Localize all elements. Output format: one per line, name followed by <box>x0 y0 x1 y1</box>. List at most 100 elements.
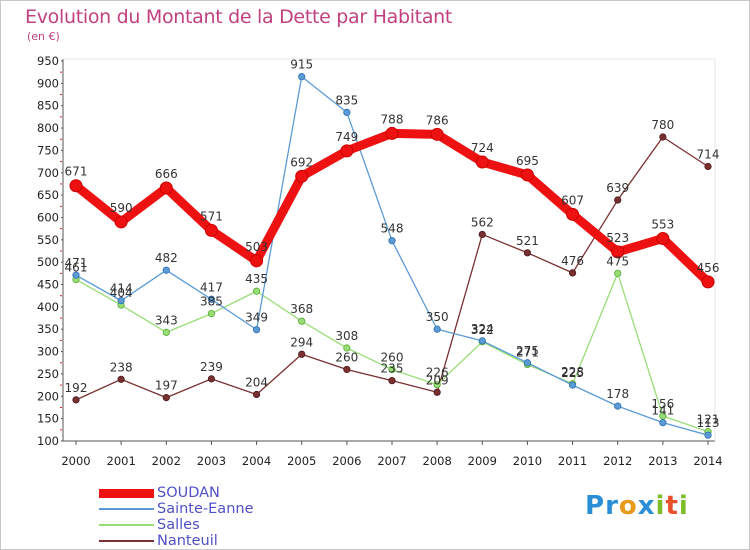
data-point-sainte-eanne <box>704 431 712 439</box>
y-tick-label: 300 <box>37 345 59 359</box>
data-label-salles: 308 <box>335 329 358 343</box>
chart-subtitle: (en €) <box>27 30 60 43</box>
data-label-salles: 461 <box>65 261 88 275</box>
data-label-nanteuil: 476 <box>561 254 584 268</box>
y-tick-label: 600 <box>37 210 59 224</box>
x-tick-label: 2009 <box>468 454 497 468</box>
data-point-soudan <box>385 126 399 140</box>
data-point-salles <box>343 344 351 352</box>
data-point-nanteuil <box>252 390 261 399</box>
data-label-salles: 368 <box>290 302 313 316</box>
data-label-salles: 260 <box>381 350 404 364</box>
data-point-salles <box>298 317 306 325</box>
legend-label-salles: Salles <box>157 517 200 533</box>
chart-title: Evolution du Montant de la Dette par Hab… <box>25 6 453 28</box>
data-point-sainte-eanne <box>252 326 261 334</box>
data-label-salles: 385 <box>200 295 223 309</box>
data-point-sainte-eanne <box>162 266 170 274</box>
data-point-nanteuil <box>117 375 125 383</box>
x-tick-label: 2000 <box>61 454 90 468</box>
data-label-sainte-eanne: 835 <box>335 93 358 107</box>
data-point-soudan <box>520 168 534 182</box>
data-point-sainte-eanne <box>659 419 667 427</box>
y-tick-label: 700 <box>37 166 59 180</box>
data-label-soudan: 788 <box>381 112 404 126</box>
data-label-soudan: 724 <box>471 141 494 155</box>
legend-swatch-nanteuil <box>99 540 154 542</box>
data-label-layer: 1922381972392042942602352095625214766397… <box>65 58 720 431</box>
data-label-soudan: 666 <box>155 167 178 181</box>
data-label-nanteuil: 521 <box>516 234 539 248</box>
data-point-salles <box>252 287 261 295</box>
data-label-soudan: 456 <box>697 261 720 275</box>
logo-letter: i <box>678 491 689 521</box>
data-label-salles: 343 <box>155 313 178 327</box>
data-point-sainte-eanne <box>614 402 622 410</box>
x-tick-label: 2012 <box>603 454 632 468</box>
data-point-salles <box>433 381 441 389</box>
y-tick-label: 200 <box>37 389 59 403</box>
x-tick-label: 2001 <box>107 454 136 468</box>
y-tick-label: 250 <box>37 367 59 381</box>
legend-label-sainte-eanne: Sainte-Eanne <box>157 501 254 517</box>
data-label-nanteuil: 714 <box>697 148 720 162</box>
chart-axes: 100 150 200 250 300 350 400 450 500 550 600 650 700 7… <box>37 54 723 468</box>
data-label-soudan: 523 <box>606 231 629 245</box>
data-point-soudan <box>430 127 444 141</box>
x-tick-label: 2014 <box>693 454 722 468</box>
logo-letter: i <box>655 491 666 521</box>
data-label-sainte-eanne: 417 <box>200 280 223 294</box>
x-tick-label: 2007 <box>377 454 406 468</box>
y-tick-label: 450 <box>37 278 59 292</box>
data-label-sainte-eanne: 414 <box>110 282 133 296</box>
legend-swatch-soudan <box>99 489 154 498</box>
data-label-nanteuil: 204 <box>245 376 268 390</box>
data-label-sainte-eanne: 471 <box>65 256 88 270</box>
data-point-soudan <box>611 245 625 259</box>
x-tick-label: 2013 <box>648 454 677 468</box>
logo-letter: r <box>605 491 619 521</box>
data-label-nanteuil: 639 <box>606 181 629 195</box>
data-point-nanteuil <box>72 396 80 404</box>
data-label-soudan: 503 <box>245 240 268 254</box>
data-label-soudan: 671 <box>65 165 88 179</box>
logo-letter: x <box>637 491 656 521</box>
data-point-salles <box>614 269 622 277</box>
data-point-nanteuil <box>388 377 396 385</box>
data-point-nanteuil <box>298 350 306 358</box>
data-label-nanteuil: 235 <box>381 362 404 376</box>
data-point-soudan <box>114 215 128 229</box>
proxiti-logo: Proxiti <box>585 491 689 521</box>
data-label-soudan: 571 <box>200 209 223 223</box>
x-tick-label: 2011 <box>558 454 587 468</box>
data-point-soudan <box>295 169 309 183</box>
data-label-sainte-eanne: 225 <box>561 366 584 380</box>
x-tick-label: 2003 <box>197 454 226 468</box>
data-point-soudan <box>701 275 715 289</box>
legend-swatch-salles <box>99 524 154 526</box>
x-tick-label: 2004 <box>242 454 271 468</box>
y-tick-label: 800 <box>37 121 59 135</box>
data-point-salles <box>162 328 170 336</box>
data-label-sainte-eanne: 113 <box>697 416 720 430</box>
data-point-sainte-eanne <box>298 73 306 81</box>
x-tick-label: 2002 <box>152 454 181 468</box>
data-label-sainte-eanne: 178 <box>606 387 629 401</box>
data-point-soudan <box>204 223 218 237</box>
data-label-soudan: 749 <box>335 130 358 144</box>
data-point-salles <box>207 309 216 318</box>
data-label-sainte-eanne: 141 <box>651 404 674 418</box>
x-tick-label: 2010 <box>513 454 542 468</box>
data-point-soudan <box>159 181 173 195</box>
y-tick-label: 750 <box>37 143 59 157</box>
data-point-nanteuil <box>207 375 216 383</box>
y-tick-label: 350 <box>37 322 59 336</box>
data-point-nanteuil <box>523 249 532 257</box>
legend-swatch-sainte-eanne <box>99 508 154 510</box>
logo-letter: t <box>665 491 679 521</box>
data-label-soudan: 695 <box>516 154 539 168</box>
data-label-nanteuil: 209 <box>426 373 449 387</box>
data-label-soudan: 590 <box>110 201 133 215</box>
data-label-salles: 404 <box>110 286 133 300</box>
